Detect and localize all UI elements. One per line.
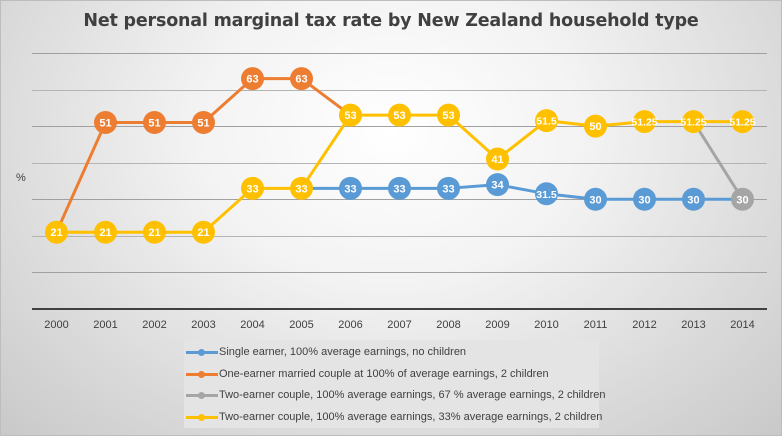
x-tick-label: 2009: [485, 319, 509, 331]
legend-item: Two-earner couple, 100% average earnings…: [184, 387, 605, 403]
data-point: [94, 220, 117, 244]
data-point: [241, 67, 264, 91]
data-point: [192, 220, 215, 244]
data-label: 30: [638, 194, 650, 206]
x-tick-label: 2000: [44, 319, 68, 331]
data-label: 41: [491, 154, 503, 166]
data-point: [388, 103, 411, 127]
x-tick-label: 2007: [387, 319, 411, 331]
data-point: [682, 187, 705, 211]
data-label: 33: [246, 183, 258, 195]
legend-item: Single earner, 100% average earnings, no…: [184, 344, 466, 360]
legend: Single earner, 100% average earnings, no…: [184, 340, 605, 428]
x-tick-label: 2004: [240, 319, 264, 331]
data-point: [437, 176, 460, 200]
data-label: 51.5: [536, 116, 557, 128]
data-label: 53: [442, 110, 454, 122]
x-tick-label: 2003: [191, 319, 215, 331]
x-tick-label: 2011: [584, 319, 608, 331]
data-label: 31.5: [536, 189, 557, 201]
data-point: [143, 110, 166, 134]
data-label: 51: [148, 117, 160, 129]
data-label: 30: [736, 194, 748, 206]
data-point: [731, 187, 754, 211]
data-label: 33: [344, 183, 356, 195]
data-label: 63: [246, 74, 258, 86]
x-tick-label: 2014: [730, 319, 754, 331]
data-point: [584, 114, 607, 138]
data-point: [192, 110, 215, 134]
x-tick-label: 2006: [338, 319, 362, 331]
legend-swatch-icon: [184, 387, 218, 403]
data-point: [437, 103, 460, 127]
x-tick-label: 2001: [93, 319, 117, 331]
data-label: 33: [393, 183, 405, 195]
legend-item: Two-earner couple, 100% average earnings…: [184, 409, 602, 425]
data-label: 30: [589, 194, 601, 206]
data-point: [633, 110, 656, 134]
x-tick-label: 2012: [632, 319, 656, 331]
data-label: 51: [197, 117, 209, 129]
data-label: 63: [295, 74, 307, 86]
data-point: [241, 176, 264, 200]
data-label: 51.25: [680, 117, 706, 129]
legend-item: One-earner married couple at 100% of ave…: [184, 366, 549, 382]
data-label: 53: [344, 110, 356, 122]
x-tick-label: 2002: [142, 319, 166, 331]
data-point: [94, 110, 117, 134]
data-point: [633, 187, 656, 211]
data-point: [486, 173, 509, 197]
data-label: 33: [442, 183, 454, 195]
data-label: 21: [50, 227, 62, 239]
data-point: [731, 110, 754, 134]
data-point: [535, 109, 558, 133]
data-label: 34: [491, 180, 504, 192]
data-point: [45, 220, 68, 244]
data-point: [486, 147, 509, 171]
data-label: 30: [687, 194, 699, 206]
data-label: 50: [589, 121, 601, 133]
series-line: [301, 183, 743, 201]
legend-swatch-icon: [184, 344, 218, 360]
data-point: [535, 182, 558, 206]
data-point: [339, 103, 362, 127]
data-point: [143, 220, 166, 244]
legend-label: One-earner married couple at 100% of ave…: [219, 367, 549, 380]
series-line: [692, 120, 744, 201]
data-label: 21: [99, 227, 111, 239]
data-point: [584, 187, 607, 211]
data-label: 51: [99, 117, 111, 129]
data-label: 51.25: [729, 117, 755, 129]
y-axis-label: %: [16, 172, 26, 184]
data-label: 53: [393, 110, 405, 122]
x-tick-label: 2010: [534, 319, 558, 331]
data-point: [388, 176, 411, 200]
data-label: 21: [148, 227, 160, 239]
data-point: [290, 67, 313, 91]
x-tick-label: 2005: [289, 319, 313, 331]
chart-title: Net personal marginal tax rate by New Ze…: [83, 11, 699, 31]
x-tick-label: 2008: [436, 319, 460, 331]
data-label: 51.25: [631, 117, 657, 129]
data-point: [290, 176, 313, 200]
legend-swatch-icon: [184, 409, 218, 425]
x-tick-label: 2013: [681, 319, 705, 331]
data-point: [682, 110, 705, 134]
series-line: [55, 77, 352, 233]
legend-label: Two-earner couple, 100% average earnings…: [219, 389, 606, 401]
data-point: [339, 176, 362, 200]
data-label: 33: [295, 183, 307, 195]
legend-swatch-icon: [184, 366, 218, 382]
data-label: 21: [197, 227, 209, 239]
legend-label: Single earner, 100% average earnings, no…: [219, 346, 467, 358]
legend-label: Two-earner couple, 100% average earnings…: [219, 410, 603, 423]
